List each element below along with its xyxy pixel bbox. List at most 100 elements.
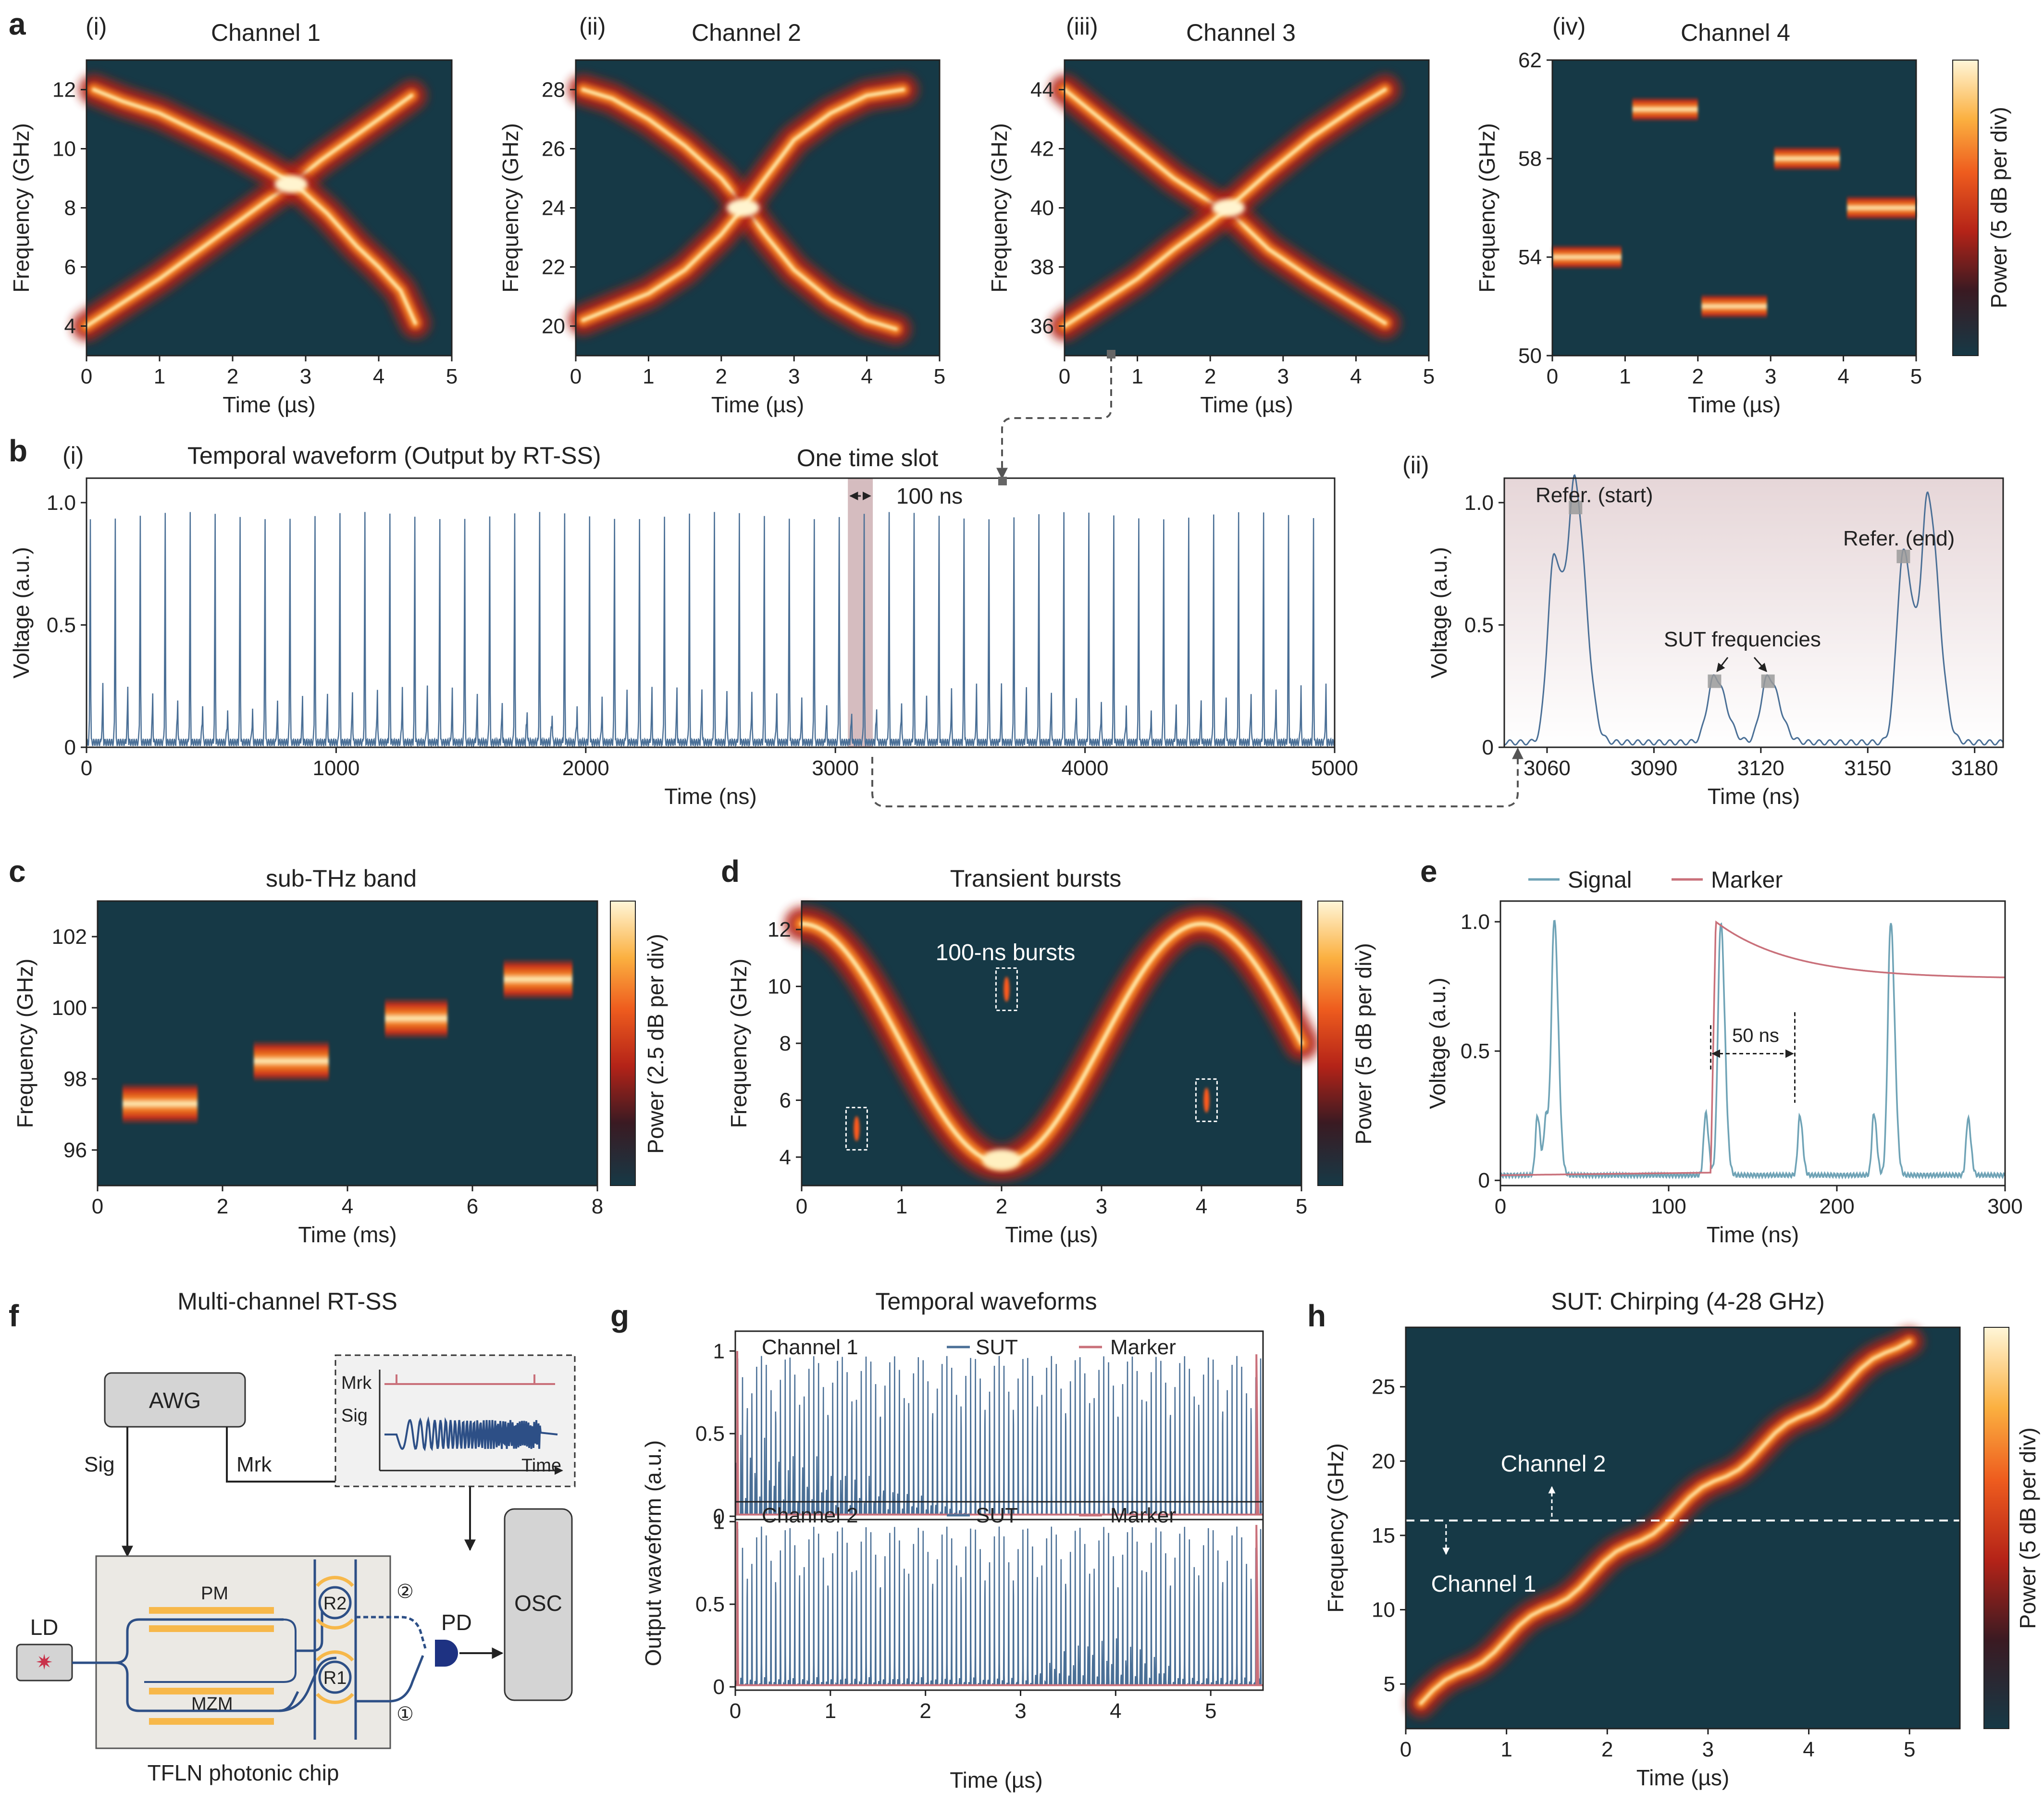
c-ytick-label: 100	[52, 996, 87, 1020]
b2-peak-marker-2	[1761, 674, 1775, 688]
c-ylabel: Frequency (GHz)	[12, 959, 37, 1128]
a1-ytick-label: 10	[52, 137, 76, 161]
e-xlabel: Time (ns)	[1707, 1222, 1799, 1247]
panel-label-a: a	[9, 7, 26, 41]
c-segment-1	[254, 1040, 329, 1082]
b1-ytick-label: 1.0	[47, 491, 76, 515]
a3-xtick-label: 5	[1423, 365, 1435, 388]
c-ytick-label: 96	[63, 1138, 87, 1162]
ring-r2	[318, 1586, 352, 1620]
d-burst-box-2	[1195, 1078, 1218, 1122]
b1-slot-annotation: One time slot	[797, 445, 939, 471]
a1-xtick-label: 2	[227, 365, 238, 388]
g-ch2-marker-line	[735, 1521, 1263, 1686]
b2-ref-end-label: Refer. (end)	[1843, 527, 1955, 550]
c-xtick-label: 2	[217, 1195, 228, 1218]
a2-sub-label: (ii)	[579, 13, 606, 40]
panel-label-c: c	[9, 854, 26, 889]
a4-ytick-label: 54	[1518, 246, 1542, 269]
d-title: Transient bursts	[950, 865, 1122, 892]
a4-segment-2	[1701, 294, 1767, 319]
g-ch2-legend-marker: Marker	[1110, 1504, 1176, 1527]
a1-trace-0-core	[85, 93, 414, 328]
d-burst-0	[854, 1116, 860, 1141]
connector-b1-to-b2	[871, 747, 1524, 807]
a4-xtick-label: 2	[1692, 365, 1704, 388]
chip-label: TFLN photonic chip	[148, 1760, 339, 1785]
a2-xtick-label: 2	[716, 365, 727, 388]
g-waveform-plots: 00.510 1 2 3 4 500.51	[695, 1330, 1264, 1723]
pd-label: PD	[441, 1610, 472, 1635]
e-marker-line	[1500, 920, 2006, 1176]
a4-xtick-label: 0	[1547, 365, 1558, 388]
e-legend-marker-label: Marker	[1711, 867, 1783, 893]
f-diagram: AWG Sig Mrk Mrk Sig Time OSC TFLN photon…	[16, 1354, 576, 1785]
a3-ylabel: Frequency (GHz)	[987, 123, 1012, 293]
e-signal-marker-plot: 0 100 200 300 0 0.5 1.0 Time (ns) Voltage (a.u.)	[1425, 900, 2023, 1247]
a2-xtick-label: 0	[570, 365, 582, 388]
h-xtick-label: 4	[1803, 1738, 1814, 1761]
h-title: SUT: Chirping (4-28 GHz)	[1551, 1288, 1825, 1315]
b1-title: Temporal waveform (Output by RT-SS)	[187, 442, 601, 469]
d-burst-2	[1203, 1088, 1210, 1113]
a4-xtick-label: 4	[1837, 365, 1849, 388]
h-xtick-label: 3	[1702, 1738, 1714, 1761]
mzm-electrode-bottom	[149, 1718, 274, 1725]
a4-segment-3	[1774, 146, 1840, 171]
d-xtick-label: 4	[1196, 1195, 1207, 1218]
b2-ytick-label: 0.5	[1464, 613, 1494, 637]
a3-ytick-label: 42	[1030, 137, 1054, 161]
ld-label: LD	[30, 1615, 59, 1640]
ring-r2-heater	[316, 1576, 354, 1630]
b1-time-slot-highlight	[848, 478, 873, 747]
a4-segment-4	[1847, 195, 1916, 221]
h-xtick-label: 0	[1400, 1738, 1412, 1761]
a4-colorbar	[1952, 60, 1979, 356]
a1-crossing-hotspot	[274, 175, 308, 193]
d-burst-box-0	[845, 1107, 868, 1151]
a4-ytick-label: 58	[1518, 147, 1542, 171]
ring-r2-label: R2	[323, 1594, 347, 1614]
c-colorbar-label: Power (2.5 dB per div)	[643, 934, 668, 1154]
waveguide-lower-arm	[115, 1661, 299, 1712]
c-segment-0	[123, 1082, 198, 1125]
a4-sub-label: (iv)	[1552, 13, 1586, 40]
h-xtick-label: 5	[1904, 1738, 1915, 1761]
a4-segment-0	[1552, 245, 1622, 270]
a3-ytick-label: 38	[1030, 256, 1054, 279]
b2-peak-marker-0	[1569, 501, 1583, 515]
e-xtick-label: 200	[1819, 1195, 1854, 1218]
inset-mrk-label: Mrk	[341, 1373, 372, 1393]
h-xtick-label: 2	[1601, 1738, 1613, 1761]
a1-xtick-label: 1	[154, 365, 165, 388]
g-ch2-xtick-label: 1	[825, 1699, 836, 1723]
pd-icon	[435, 1640, 458, 1667]
e-xtick-label: 0	[1495, 1195, 1506, 1218]
inset-time-label: Time	[521, 1456, 561, 1476]
b2-peak-marker-1	[1708, 674, 1722, 688]
c-ytick-label: 102	[52, 925, 87, 949]
osc-label: OSC	[514, 1591, 562, 1616]
h-chirp-core	[1419, 1339, 1911, 1705]
a3-xlabel: Time (µs)	[1200, 392, 1293, 417]
h-xlabel: Time (µs)	[1636, 1765, 1729, 1790]
a2-xlabel: Time (µs)	[711, 392, 804, 417]
h-channel2-label: Channel 2	[1501, 1451, 1606, 1477]
d-burst-1	[1003, 977, 1010, 1002]
a2-xtick-label: 3	[788, 365, 800, 388]
a3-heatmap: 0 1 2 3 4 5 36 38 40 42 44 Time (µs) Frequency (GHz)	[987, 59, 1435, 417]
a4-segment-1	[1632, 97, 1698, 122]
b1-xtick-label: 5000	[1311, 756, 1358, 780]
drop-port-2	[356, 1616, 427, 1649]
connector-a3-dot	[1107, 350, 1115, 359]
osc-box	[504, 1508, 573, 1701]
b1-xtick-label: 4000	[1062, 756, 1109, 780]
g-title: Temporal waveforms	[875, 1288, 1097, 1315]
d-ytick-label: 8	[780, 1032, 791, 1055]
awg-box	[104, 1372, 246, 1428]
h-ylabel: Frequency (GHz)	[1323, 1443, 1348, 1613]
d-xtick-label: 5	[1296, 1195, 1307, 1218]
a4-colorbar-label: Power (5 dB per div)	[1986, 107, 2011, 308]
d-colorbar-label: Power (5 dB per div)	[1351, 943, 1376, 1144]
connector-b1-dot	[998, 477, 1007, 485]
